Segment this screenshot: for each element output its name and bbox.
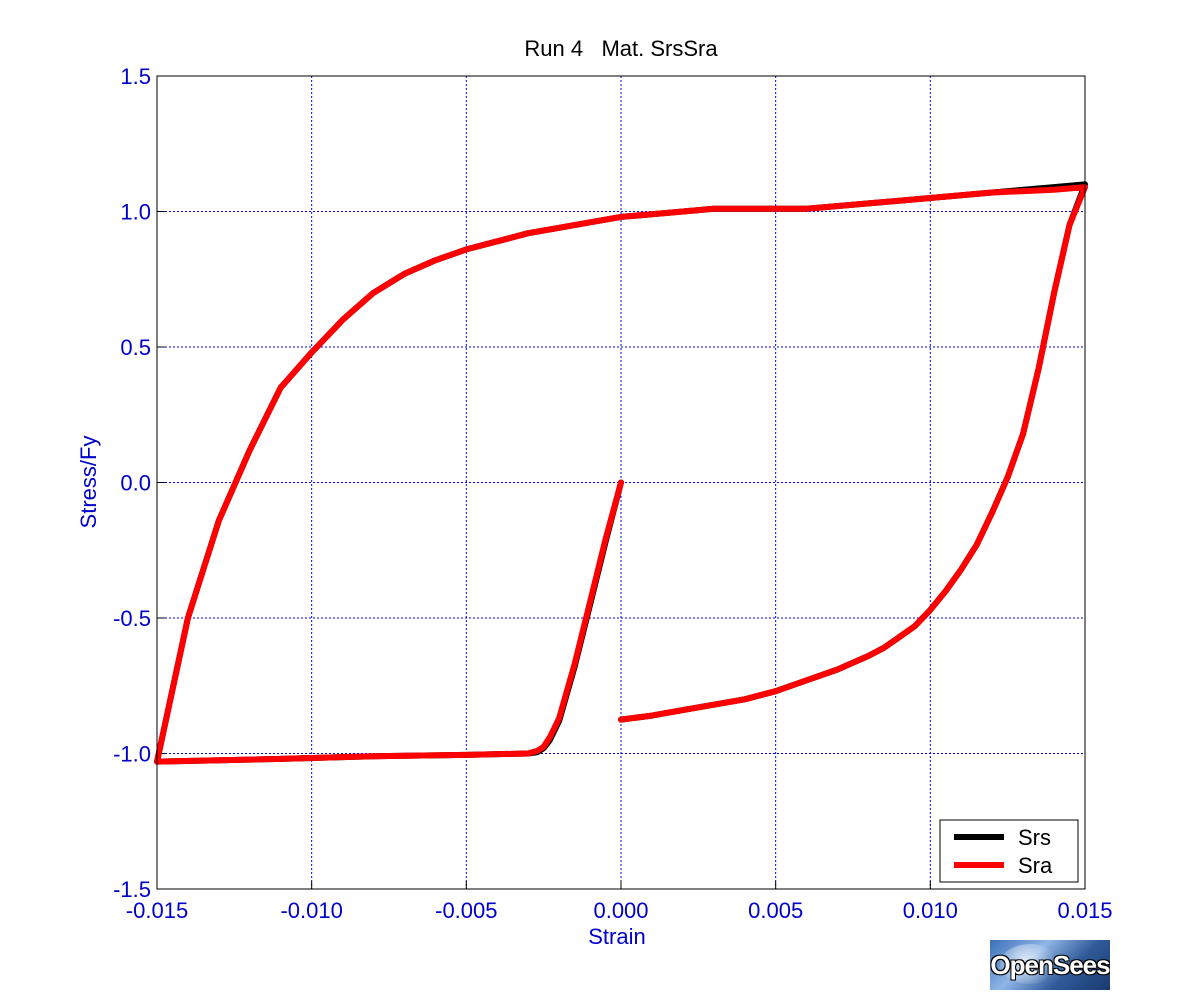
x-tick-labels: -0.015 -0.010 -0.005 0.000 0.005 0.010 0.015 xyxy=(126,898,1113,923)
logo-text: OpenSees xyxy=(990,949,1110,980)
y-tick-labels: -1.5 -1.0 -0.5 0.0 0.5 1.0 1.5 xyxy=(113,64,151,902)
x-axis-label: Strain xyxy=(588,924,645,949)
x-tick-label: -0.015 xyxy=(126,898,188,923)
chart-title: Run 4 Mat. SrsSra xyxy=(524,36,718,61)
opensees-logo: OpenSees xyxy=(990,940,1110,990)
y-tick-label: 0.0 xyxy=(120,471,151,496)
plot-frame xyxy=(156,75,1086,890)
series-layer xyxy=(154,181,1088,765)
y-tick-label: 1.0 xyxy=(120,200,151,225)
legend-label-srs: Srs xyxy=(1018,825,1051,850)
legend-box xyxy=(939,819,1079,883)
series-line-sra xyxy=(154,184,1088,765)
y-tick-label: 0.5 xyxy=(120,335,151,360)
legend-label-sra: Sra xyxy=(1018,853,1053,878)
y-tick-label: -1.0 xyxy=(113,742,151,767)
x-tick-label: 0.000 xyxy=(593,898,648,923)
x-tick-label: 0.005 xyxy=(748,898,803,923)
y-tick-label: -0.5 xyxy=(113,606,151,631)
y-tick-label: -1.5 xyxy=(113,877,151,902)
x-tick-label: -0.010 xyxy=(280,898,342,923)
x-tick-label: -0.005 xyxy=(435,898,497,923)
x-tick-label: 0.015 xyxy=(1057,898,1112,923)
y-tick-label: 1.5 xyxy=(120,64,151,89)
legend: Srs Sra xyxy=(939,819,1079,883)
y-axis-label: Stress/Fy xyxy=(76,436,101,529)
x-tick-label: 0.010 xyxy=(903,898,958,923)
